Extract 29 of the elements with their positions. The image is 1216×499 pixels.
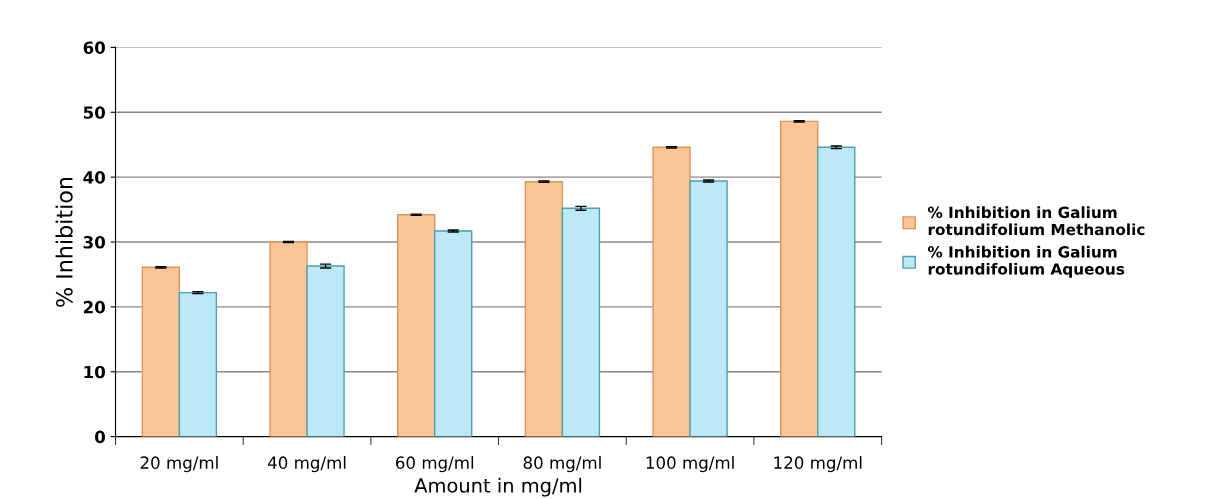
x-tick-label: 40 mg/ml (267, 456, 346, 473)
x-tick-label: 120 mg/ml (774, 456, 862, 473)
y-tick-label: 40 (83, 171, 105, 184)
x-axis-title: Amount in mg/ml (414, 477, 582, 497)
x-tick-label: 60 mg/ml (395, 456, 474, 473)
bar (561, 207, 601, 437)
legend-label: % Inhibition in Galium rotundifolium Methanolic (927, 206, 1145, 236)
bar (178, 291, 218, 437)
y-tick-label: 0 (95, 430, 105, 444)
y-tick-label: 60 (83, 41, 105, 54)
y-tick-label: 10 (84, 365, 105, 379)
x-tick-label: 20 mg/ml (140, 456, 218, 473)
bar (396, 214, 436, 437)
y-axis-title: % Inhibition (55, 177, 73, 307)
bar (306, 265, 345, 437)
y-tick-label: 20 (83, 300, 105, 314)
bar (434, 230, 473, 437)
bar (524, 180, 564, 437)
x-tick-label: 80 mg/ml (523, 456, 601, 473)
x-tick-label: 100 mg/ml (646, 456, 734, 473)
bar (817, 146, 856, 437)
bar (141, 266, 181, 437)
bar (652, 146, 691, 437)
bar (269, 241, 308, 437)
bar (689, 180, 728, 437)
legend-label: % Inhibition in Galium rotundifolium Aqueous (927, 245, 1125, 278)
bar (780, 120, 819, 437)
y-tick-label: 30 (83, 235, 105, 249)
y-tick-label: 50 (83, 106, 105, 119)
